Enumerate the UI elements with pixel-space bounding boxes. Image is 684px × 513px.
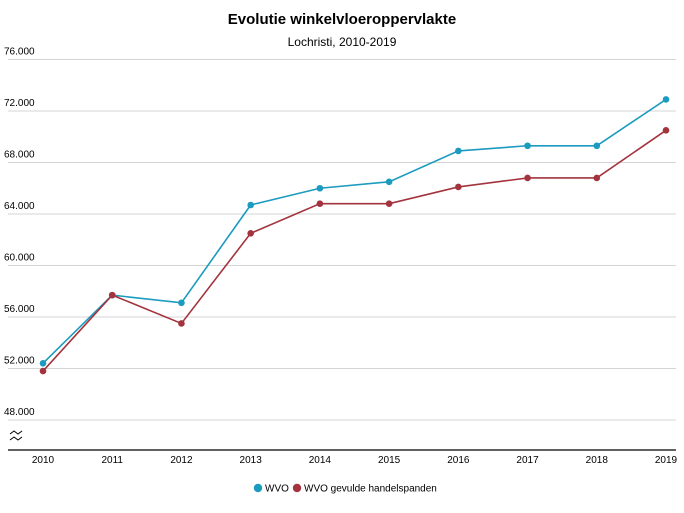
x-tick-label: 2016 [447, 455, 470, 466]
legend: WVO WVO gevulde handelspanden [253, 483, 437, 495]
series-lines [42, 98, 667, 372]
data-point [455, 147, 462, 155]
legend-label: WVO gevulde handelspanden [304, 484, 437, 495]
x-tick-label: 2015 [378, 455, 401, 466]
y-tick-label: 52.000 [4, 356, 35, 367]
data-point [593, 142, 601, 150]
x-tick-label: 2013 [240, 455, 263, 466]
axis-break-icon [9, 430, 23, 441]
y-tick-label: 72.000 [4, 98, 35, 109]
chart-title: Evolutie winkelvloeroppervlakte [228, 11, 456, 28]
data-point [178, 299, 185, 307]
chart-subtitle: Lochristi, 2010-2019 [288, 35, 397, 49]
x-tick-label: 2014 [309, 455, 332, 466]
x-tick-label: 2010 [32, 455, 55, 466]
data-point [662, 127, 670, 134]
series-line-2 [42, 129, 667, 372]
y-axis: 48.000 52.000 56.000 60.000 64.000 68.000 72.0… [4, 47, 35, 419]
gridlines [8, 59, 676, 421]
data-point [316, 184, 324, 192]
data-point [385, 178, 393, 186]
data-point [662, 96, 670, 103]
data-point [455, 183, 462, 191]
axis-break-line [9, 436, 23, 441]
y-tick-label: 60.000 [4, 253, 35, 264]
data-point [247, 201, 254, 209]
x-tick-label: 2011 [101, 455, 123, 466]
data-point [524, 142, 531, 150]
y-tick-label: 76.000 [4, 47, 35, 58]
data-point [178, 320, 185, 327]
x-tick-label: 2019 [655, 455, 678, 466]
legend-marker [253, 483, 263, 493]
data-point [247, 230, 254, 237]
data-point [385, 200, 393, 207]
data-point [108, 291, 116, 299]
legend-label: WVO [265, 484, 289, 495]
data-point [39, 360, 47, 367]
y-tick-label: 64.000 [4, 201, 35, 212]
data-point [39, 367, 47, 375]
data-point [593, 174, 601, 182]
x-tick-label: 2017 [516, 455, 539, 466]
y-tick-label: 68.000 [4, 150, 35, 161]
data-point [316, 200, 324, 207]
y-tick-label: 48.000 [4, 407, 35, 418]
data-point [524, 174, 531, 182]
x-axis: 2010 2011 2012 2013 2014 2015 2016 2017 2018 2019 [32, 455, 678, 466]
y-tick-label: 56.000 [4, 304, 35, 315]
x-tick-label: 2012 [170, 455, 193, 466]
series-line-1 [42, 98, 667, 364]
series-points [39, 96, 670, 375]
legend-marker [292, 483, 302, 493]
axis-break-line [9, 430, 23, 435]
x-tick-label: 2018 [586, 455, 609, 466]
